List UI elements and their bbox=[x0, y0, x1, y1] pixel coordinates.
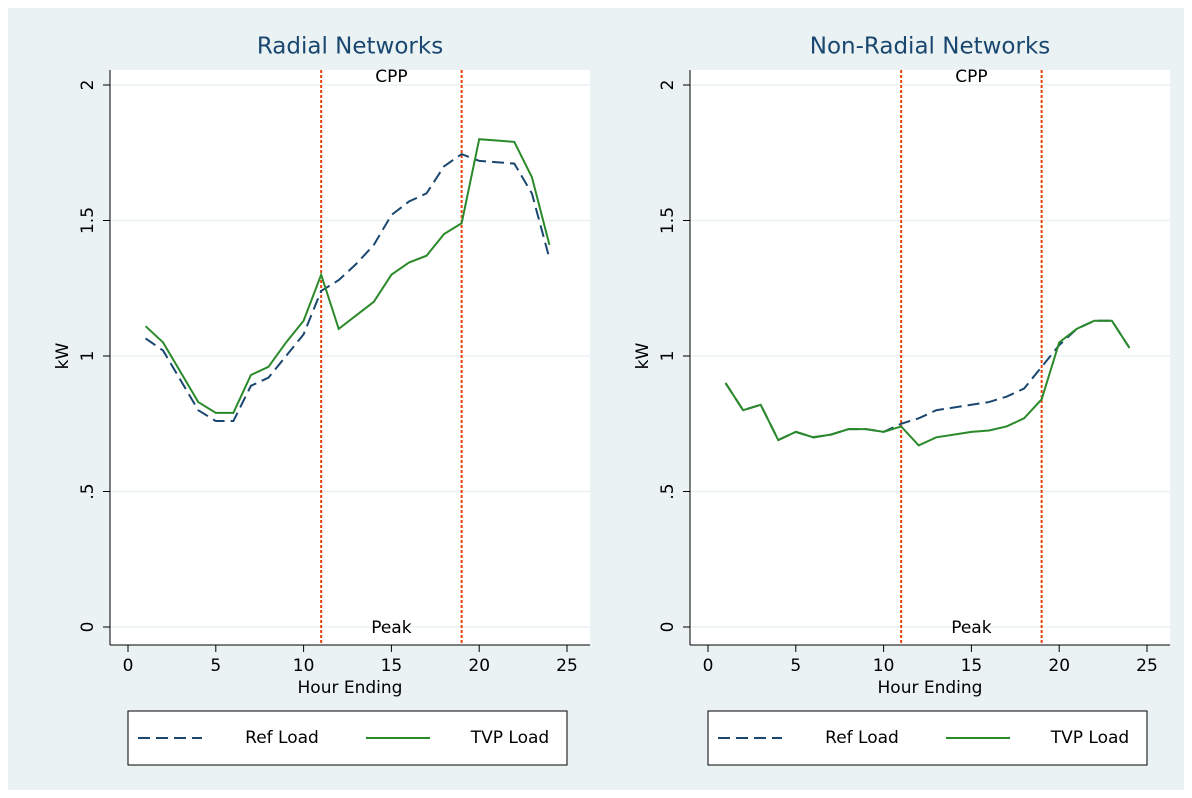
annotation: CPP bbox=[955, 67, 987, 87]
series-line bbox=[724, 319, 1131, 447]
plot-region bbox=[690, 70, 1170, 645]
annotation: Peak bbox=[951, 618, 992, 638]
y-tick-label: .5 bbox=[658, 483, 678, 499]
series-line bbox=[724, 319, 1131, 442]
chart-title: Radial Networks bbox=[257, 34, 443, 60]
x-tick-label: 10 bbox=[293, 656, 315, 676]
plot-region bbox=[110, 70, 590, 645]
x-tick-label: 0 bbox=[703, 656, 714, 676]
y-axis-label: kW bbox=[53, 342, 73, 369]
y-tick-label: .5 bbox=[78, 483, 98, 499]
y-tick-label: 2 bbox=[658, 80, 678, 91]
x-tick-label: 25 bbox=[556, 656, 578, 676]
x-tick-label: 5 bbox=[790, 656, 801, 676]
y-tick-label: 1.5 bbox=[658, 207, 678, 234]
x-tick-label: 0 bbox=[123, 656, 134, 676]
series-line bbox=[144, 152, 551, 423]
x-tick-label: 20 bbox=[1048, 656, 1070, 676]
series-line bbox=[144, 138, 551, 414]
chart-title: Non-Radial Networks bbox=[810, 34, 1051, 60]
y-tick-label: 1 bbox=[658, 351, 678, 362]
x-tick-label: 15 bbox=[961, 656, 983, 676]
y-axis-label: kW bbox=[633, 342, 653, 369]
annotation: CPP bbox=[375, 67, 407, 87]
x-axis-label: Hour Ending bbox=[878, 678, 983, 698]
y-tick-label: 0 bbox=[78, 622, 98, 633]
x-tick-label: 15 bbox=[381, 656, 403, 676]
x-tick-label: 20 bbox=[468, 656, 490, 676]
x-tick-label: 25 bbox=[1136, 656, 1158, 676]
y-tick-label: 1 bbox=[78, 351, 98, 362]
legend-label: Ref Load bbox=[825, 728, 899, 748]
legend-label: TVP Load bbox=[470, 728, 549, 748]
annotation: Peak bbox=[371, 618, 412, 638]
y-tick-label: 2 bbox=[78, 80, 98, 91]
y-tick-label: 1.5 bbox=[78, 207, 98, 234]
x-tick-label: 10 bbox=[873, 656, 895, 676]
x-axis-label: Hour Ending bbox=[298, 678, 403, 698]
y-tick-label: 0 bbox=[658, 622, 678, 633]
legend-label: Ref Load bbox=[245, 728, 319, 748]
legend-label: TVP Load bbox=[1050, 728, 1129, 748]
x-tick-label: 5 bbox=[210, 656, 221, 676]
